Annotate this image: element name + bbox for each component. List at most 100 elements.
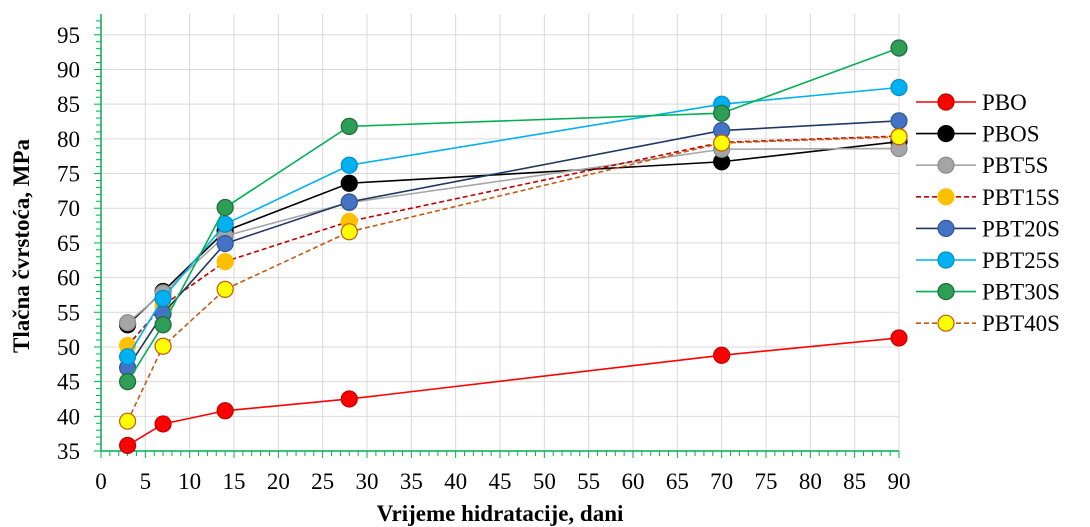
y-tick-label: 90 (57, 57, 80, 82)
data-point (118, 348, 137, 366)
data-point (118, 412, 137, 430)
x-tick-label: 15 (223, 469, 246, 494)
data-point (340, 223, 358, 241)
legend-item: PBT15S (916, 185, 1060, 210)
data-point (713, 134, 731, 152)
legend-marker (937, 251, 955, 269)
data-point (890, 112, 908, 130)
series-line (126, 120, 900, 369)
x-tick-label: 25 (311, 469, 334, 494)
series-line (126, 135, 900, 347)
series-group (118, 39, 908, 455)
x-tick-label: 75 (755, 469, 778, 494)
data-point (216, 198, 234, 217)
legend-label: PBOS (982, 122, 1040, 147)
series-pbt30s (118, 39, 908, 391)
series-pbt40s (118, 128, 908, 430)
x-tick-label: 90 (888, 469, 911, 494)
series-line (126, 135, 900, 422)
data-point (154, 289, 172, 307)
x-tick-label: 85 (843, 469, 866, 494)
legend-item: PBT5S (916, 153, 1048, 178)
legend-item: PBO (916, 90, 1027, 115)
series-pbt5s (118, 139, 908, 332)
data-point (216, 402, 234, 420)
data-point (216, 280, 234, 298)
x-tick-label: 30 (356, 469, 379, 494)
data-point (340, 193, 358, 211)
y-tick-label: 70 (57, 196, 80, 221)
x-tick-label: 40 (444, 469, 467, 494)
legend-item: PBT20S (916, 216, 1060, 241)
series-pbo (118, 329, 908, 455)
y-tick-label: 50 (57, 335, 80, 360)
data-point (154, 316, 172, 334)
y-tick-label: 45 (57, 370, 80, 395)
legend-marker (937, 125, 955, 143)
legend-label: PBT15S (982, 185, 1060, 210)
y-tick-label: 60 (57, 266, 80, 291)
y-tick-label: 35 (57, 439, 80, 464)
legend-item: PBT30S (916, 280, 1060, 305)
data-point (216, 253, 234, 271)
axes: 0 5 10 15 20 25 30 35 40 45 50 55 60 65 70 75 80 85 90 35 40… (57, 14, 911, 494)
x-tick-label: 65 (666, 469, 689, 494)
x-tick-label: 10 (178, 469, 201, 494)
legend-label: PBO (982, 90, 1027, 115)
legend-item: PBT40S (916, 311, 1060, 336)
legend-label: PBT25S (982, 248, 1060, 273)
legend-item: PBOS (916, 122, 1040, 147)
legend-marker (937, 283, 955, 301)
legend-marker (937, 188, 955, 206)
series-pbt15s (118, 127, 908, 355)
x-tick-label: 55 (577, 469, 600, 494)
x-tick-label: 5 (140, 469, 152, 494)
data-point (713, 346, 731, 364)
legend-marker (937, 219, 955, 237)
series-pbt20s (118, 112, 908, 377)
x-tick-label: 45 (489, 469, 512, 494)
data-point (154, 337, 172, 355)
data-point (890, 39, 908, 57)
y-tick-label: 65 (57, 231, 80, 256)
data-point (118, 373, 137, 391)
data-point (890, 128, 908, 146)
x-axis-title: Vrijeme hidratacije, dani (377, 501, 624, 526)
legend-marker (937, 314, 955, 332)
data-point (216, 234, 234, 253)
data-point (890, 329, 908, 347)
data-point (340, 390, 358, 408)
y-axis-title: Tlačna čvrstoća, MPa (9, 139, 34, 353)
data-point (154, 415, 172, 433)
x-tick-label: 70 (710, 469, 733, 494)
y-tick-label: 55 (57, 300, 80, 325)
data-point (118, 436, 137, 455)
series-line (126, 47, 900, 383)
data-point (890, 78, 908, 97)
series-line (127, 337, 900, 447)
y-tick-label: 40 (57, 404, 80, 429)
legend: PBO PBOS PBT5S PBT15S PBT20S PBT25S PBT30S PBT4… (916, 90, 1060, 336)
x-tick-label: 20 (267, 469, 290, 494)
y-tick-label: 85 (57, 92, 80, 117)
legend-label: PBT40S (982, 311, 1060, 336)
data-point (340, 117, 358, 135)
x-tick-label: 50 (533, 469, 556, 494)
y-tick-label: 75 (57, 162, 80, 187)
x-tick-label: 60 (622, 469, 645, 494)
x-tick-label: 35 (400, 469, 423, 494)
x-tick-label: 0 (95, 469, 107, 494)
series-line (127, 147, 900, 324)
data-point (713, 104, 731, 122)
data-point (340, 156, 358, 174)
legend-label: PBT5S (982, 153, 1048, 178)
x-tick-label: 80 (799, 469, 822, 494)
legend-item: PBT25S (916, 248, 1060, 273)
legend-marker (937, 93, 955, 111)
series-pbt25s (118, 78, 908, 366)
y-tick-label: 80 (57, 127, 80, 152)
data-point (340, 174, 358, 192)
series-line (126, 86, 900, 358)
